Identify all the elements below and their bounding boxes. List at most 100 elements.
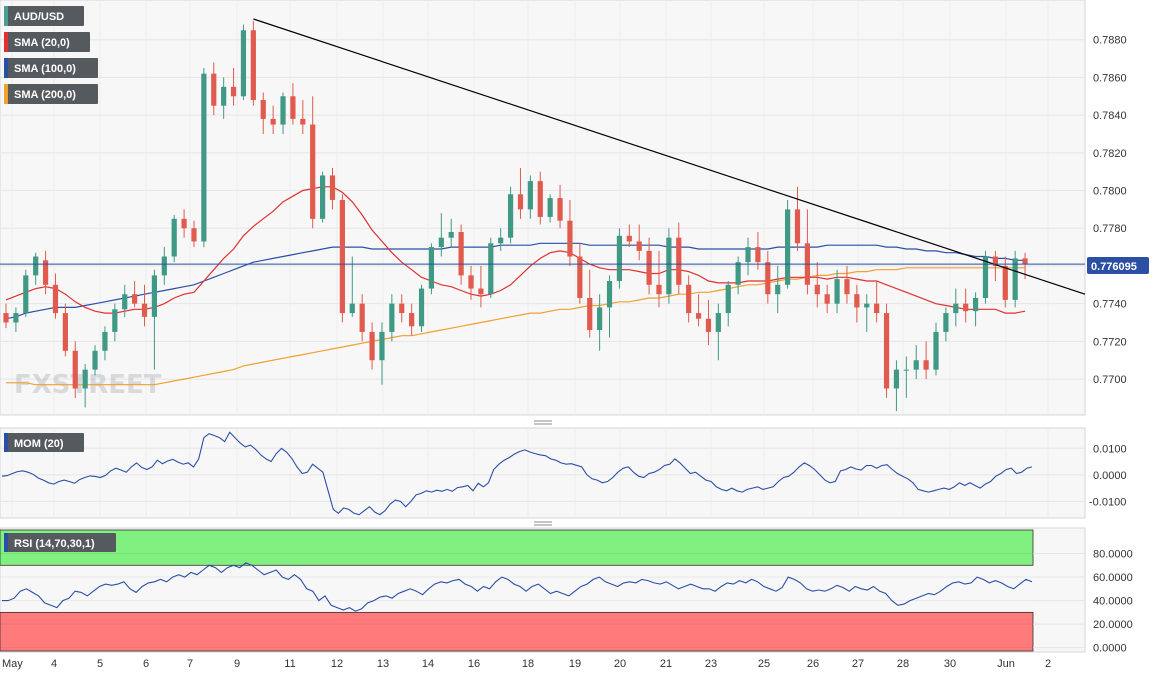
candle: [23, 269, 29, 317]
candle-body: [923, 360, 929, 370]
legend-label: AUD/USD: [14, 11, 64, 23]
candle: [112, 303, 118, 342]
legend-bg: [4, 58, 98, 78]
candle: [409, 303, 415, 336]
candle: [300, 100, 306, 134]
time-tick-label: 9: [234, 658, 240, 670]
rsi-axis: 80.0000 60.0000 40.0000 20.0000 0.0000: [1093, 549, 1133, 655]
candle: [151, 269, 158, 370]
candle: [824, 284, 830, 314]
candle-body: [102, 331, 108, 351]
candle: [221, 77, 227, 119]
candle: [201, 67, 207, 248]
candle-body: [666, 237, 672, 295]
candle-body: [498, 237, 504, 244]
candle-body: [597, 307, 603, 331]
candle: [814, 262, 820, 308]
candle-body: [577, 256, 583, 298]
candle: [250, 20, 256, 106]
candle-body: [250, 30, 256, 101]
candle: [547, 194, 553, 223]
candle: [13, 307, 19, 332]
candle-body: [488, 243, 494, 295]
candle: [171, 215, 177, 263]
candle-body: [695, 313, 702, 319]
trendline[interactable]: [253, 18, 1086, 295]
price-tick-label: 0.7740: [1093, 299, 1127, 311]
candle: [903, 356, 909, 398]
candle: [359, 294, 365, 342]
candle: [686, 275, 692, 323]
candle: [636, 224, 642, 261]
candle: [735, 256, 741, 295]
current-price-value: 0.776095: [1091, 261, 1137, 273]
time-tick-label: 16: [468, 658, 480, 670]
time-tick-label: 19: [569, 658, 581, 670]
rsi-overbought-zone: [0, 529, 1034, 566]
candle: [478, 265, 484, 308]
candle: [597, 294, 603, 351]
price-panel[interactable]: FXSTREET 0.77000.77200.77400.77600.77800…: [0, 0, 1149, 416]
legend-swatch: [4, 84, 8, 104]
candle: [963, 288, 969, 323]
sma200-path: [6, 267, 1026, 386]
rsi-tick-label: 60.0000: [1093, 572, 1133, 584]
rsi-panel[interactable]: 80.0000 60.0000 40.0000 20.0000 0.0000 RSI (…: [0, 527, 1133, 655]
candle: [933, 322, 939, 376]
candle-body: [943, 313, 949, 332]
candle: [923, 341, 929, 380]
candle-body: [161, 256, 167, 276]
panel-divider-handle[interactable]: [534, 521, 552, 526]
candle-body: [458, 232, 464, 276]
legend-label: SMA (200,0): [14, 89, 76, 101]
candle: [755, 232, 761, 270]
candle-body: [221, 86, 227, 106]
candle-body: [42, 260, 49, 285]
candle: [666, 228, 672, 304]
rsi-legend: RSI (14,70,30,1): [4, 533, 116, 552]
candle-body: [646, 250, 652, 285]
candle-body: [379, 331, 385, 361]
candle-body: [211, 73, 217, 106]
candle-body: [399, 303, 405, 314]
candle: [498, 228, 504, 251]
candle-body: [1012, 258, 1018, 300]
panel-divider-handle[interactable]: [534, 420, 552, 425]
candle-body: [201, 73, 207, 242]
candle: [230, 67, 237, 106]
candle: [893, 360, 900, 412]
candle: [557, 184, 563, 229]
price-axis: 0.77000.77200.77400.77600.77800.78000.78…: [1093, 35, 1127, 386]
candle-body: [587, 297, 593, 331]
candle-body: [478, 288, 484, 295]
candle-body: [794, 209, 801, 244]
candle: [794, 186, 801, 251]
candle-body: [260, 100, 266, 119]
legend-bg: [4, 32, 90, 52]
momentum-panel[interactable]: 0.0100 0.0000 -0.0100 MOM (20): [0, 427, 1127, 519]
candle: [992, 250, 998, 282]
legend-bg: [4, 6, 84, 26]
candle: [1012, 250, 1018, 308]
candle: [745, 237, 751, 276]
candle-body: [112, 309, 118, 332]
rsi-tick-label: 0.0000: [1093, 643, 1127, 655]
time-tick-label: 12: [331, 658, 343, 670]
candle: [695, 294, 702, 327]
time-tick-label: 25: [758, 658, 770, 670]
price-tick-label: 0.7820: [1093, 148, 1127, 160]
time-tick-label: Jun: [997, 658, 1015, 670]
candle: [577, 243, 583, 304]
momentum-legend: MOM (20): [4, 433, 84, 452]
candle-body: [389, 303, 395, 332]
candle: [705, 299, 712, 346]
momentum-title: MOM (20): [14, 438, 64, 450]
candle-body: [725, 284, 731, 314]
candle: [725, 281, 731, 327]
candle: [517, 167, 524, 219]
candle-body: [438, 237, 444, 248]
sma20-path: [5, 186, 1026, 314]
current-price-badge: 0.776095: [1087, 257, 1149, 274]
candle-body: [92, 350, 98, 370]
